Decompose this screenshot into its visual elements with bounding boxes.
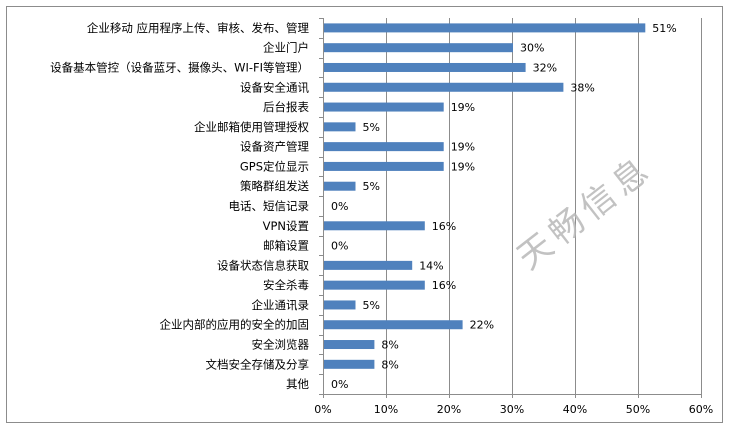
bar [324,23,646,33]
category-label: 设备基本管控（设备蓝牙、摄像头、WI-FI等管理） [50,60,309,74]
value-label: 19% [451,160,475,173]
value-label: 0% [331,240,348,253]
category-label: 后台报表 [263,100,309,114]
bar [324,62,526,72]
x-tick-label: 0% [314,403,331,416]
bar [324,181,356,191]
category-label: 企业内部的应用的安全的加固 [160,318,310,332]
category-label: 企业通讯录 [252,298,310,312]
value-label: 8% [381,358,398,371]
x-tick-label: 60% [689,403,713,416]
value-label: 5% [363,121,380,134]
bar [324,221,425,231]
value-label: 0% [331,378,348,391]
category-label: 设备状态信息获取 [217,258,309,272]
bar [324,122,356,132]
category-label: GPS定位显示 [240,159,309,173]
bar [324,260,413,270]
category-label: VPN设置 [263,219,309,233]
category-label: 策略群组发送 [240,179,309,193]
value-label: 32% [533,61,557,74]
category-label: 安全杀毒 [263,278,309,292]
chart-border [6,6,723,423]
value-label: 0% [331,200,348,213]
category-label: 文档安全存储及分享 [206,357,310,371]
gridlines [386,18,702,394]
value-label: 16% [432,220,456,233]
category-label: 企业邮箱使用管理授权 [194,120,309,134]
category-label: 企业门户 [263,41,309,55]
bar [324,280,425,290]
x-tick-label: 20% [437,403,461,416]
value-label: 22% [470,319,494,332]
bar [324,102,444,112]
bar [324,340,375,350]
axes [319,18,702,398]
bar [324,359,375,369]
category-label: 邮箱设置 [263,239,309,253]
x-tick-label: 10% [374,403,398,416]
category-label: 安全浏览器 [252,338,310,352]
category-label: 电话、短信记录 [229,199,310,213]
bar [324,161,444,171]
value-label: 51% [652,22,676,35]
value-label: 14% [419,259,443,272]
bar [324,300,356,310]
category-label: 企业移动 应用程序上传、审核、发布、管理 [87,21,310,35]
value-label: 8% [381,339,398,352]
category-label: 设备安全通讯 [240,80,309,94]
bars [324,23,646,369]
value-label: 16% [432,279,456,292]
value-label: 5% [363,180,380,193]
value-label: 38% [570,81,594,94]
value-label: 19% [451,141,475,154]
bar [324,142,444,152]
category-label: 其他 [286,377,309,391]
value-label: 30% [520,42,544,55]
x-tick-label: 40% [563,403,587,416]
value-label: 5% [363,299,380,312]
category-label: 设备资产管理 [240,140,309,154]
value-label: 19% [451,101,475,114]
x-tick-label: 30% [500,403,524,416]
bar [324,82,564,92]
labels: 0% 10% 20% 30% 40% 50% 60% 企业移动 应用程序上传、审核、发布、管理… [50,21,713,416]
bar [324,320,463,330]
bar [324,43,513,53]
x-tick-label: 50% [626,403,650,416]
